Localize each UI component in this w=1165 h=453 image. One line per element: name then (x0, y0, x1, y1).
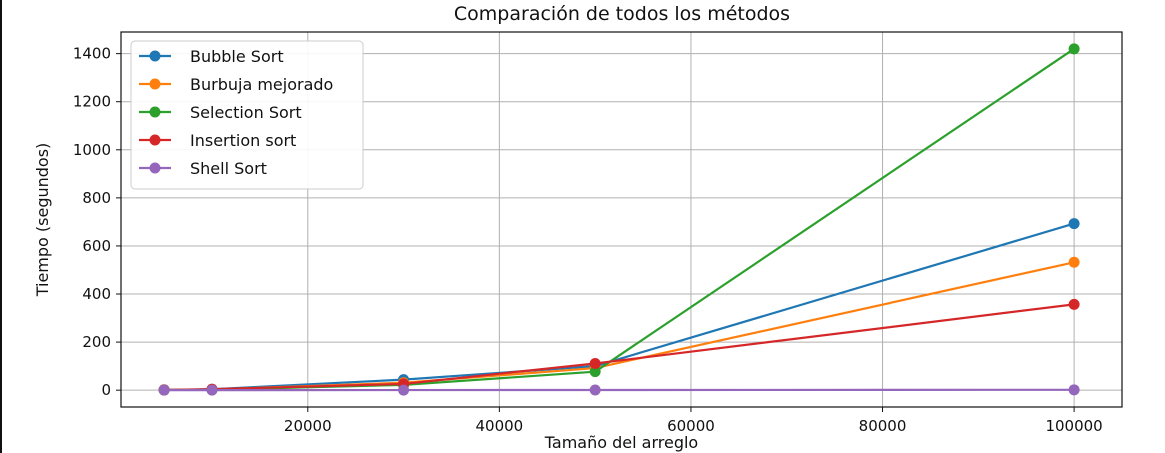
legend-swatch-marker (149, 78, 161, 90)
x-tick-label: 80000 (859, 417, 907, 435)
series-line (164, 261, 1075, 392)
legend-label: Selection Sort (190, 103, 302, 122)
legend-box (130, 40, 364, 190)
legend-swatch-marker (149, 50, 161, 62)
legend-swatch-marker (149, 106, 161, 118)
axis-ticks: 20000 40000 60000 80000 100000 0 200 400 600 800 1… (73, 45, 1103, 435)
y-tick-label: 0 (101, 381, 111, 399)
legend-label: Insertion sort (190, 131, 296, 150)
series-0 (158, 218, 1080, 396)
data-point (158, 384, 170, 396)
series-4 (158, 384, 1080, 396)
series-line (164, 222, 1075, 392)
legend-item: Bubble Sort (139, 47, 284, 66)
series-1 (158, 256, 1080, 396)
y-tick-label: 1400 (73, 45, 111, 63)
x-axis-title: Tamaño del arreglo (544, 433, 698, 452)
legend-label: Burbuja mejorado (190, 75, 333, 94)
y-tick-label: 600 (82, 237, 111, 255)
data-point (589, 366, 601, 378)
data-point (589, 384, 601, 396)
legend-label: Shell Sort (190, 159, 267, 178)
data-point (589, 357, 601, 369)
legend-item: Shell Sort (139, 159, 267, 178)
data-point (206, 384, 218, 396)
legend-item: Insertion sort (139, 131, 296, 150)
y-tick-label: 400 (82, 285, 111, 303)
legend-label: Bubble Sort (190, 47, 284, 66)
legend: Bubble Sort Burbuja mejorado Selection Sor… (130, 40, 364, 190)
legend-item: Selection Sort (139, 103, 302, 122)
y-tick-label: 800 (82, 189, 111, 207)
data-point (1068, 256, 1080, 268)
data-point (1068, 218, 1080, 230)
x-tick-label: 40000 (476, 417, 524, 435)
y-axis-title: Tiempo (segundos) (33, 143, 52, 298)
legend-swatch-marker (149, 162, 161, 174)
plot-frame (120, 31, 1123, 408)
page-left-border (0, 0, 2, 453)
x-tick-label: 20000 (284, 417, 332, 435)
chart-title: Comparación de todos los métodos (454, 3, 790, 25)
series-3 (158, 298, 1080, 396)
data-point (1068, 384, 1080, 396)
legend-item: Burbuja mejorado (139, 75, 333, 94)
data-point (398, 384, 410, 396)
x-tick-label: 100000 (1045, 417, 1102, 435)
y-tick-label: 200 (82, 333, 111, 351)
series-layer (158, 43, 1080, 396)
legend-swatch-marker (149, 134, 161, 146)
data-point (1068, 43, 1080, 55)
data-point (1068, 298, 1080, 310)
y-tick-label: 1200 (73, 93, 111, 111)
x-tick-label: 60000 (667, 417, 715, 435)
y-tick-label: 1000 (73, 141, 111, 159)
series-line (164, 303, 1075, 392)
